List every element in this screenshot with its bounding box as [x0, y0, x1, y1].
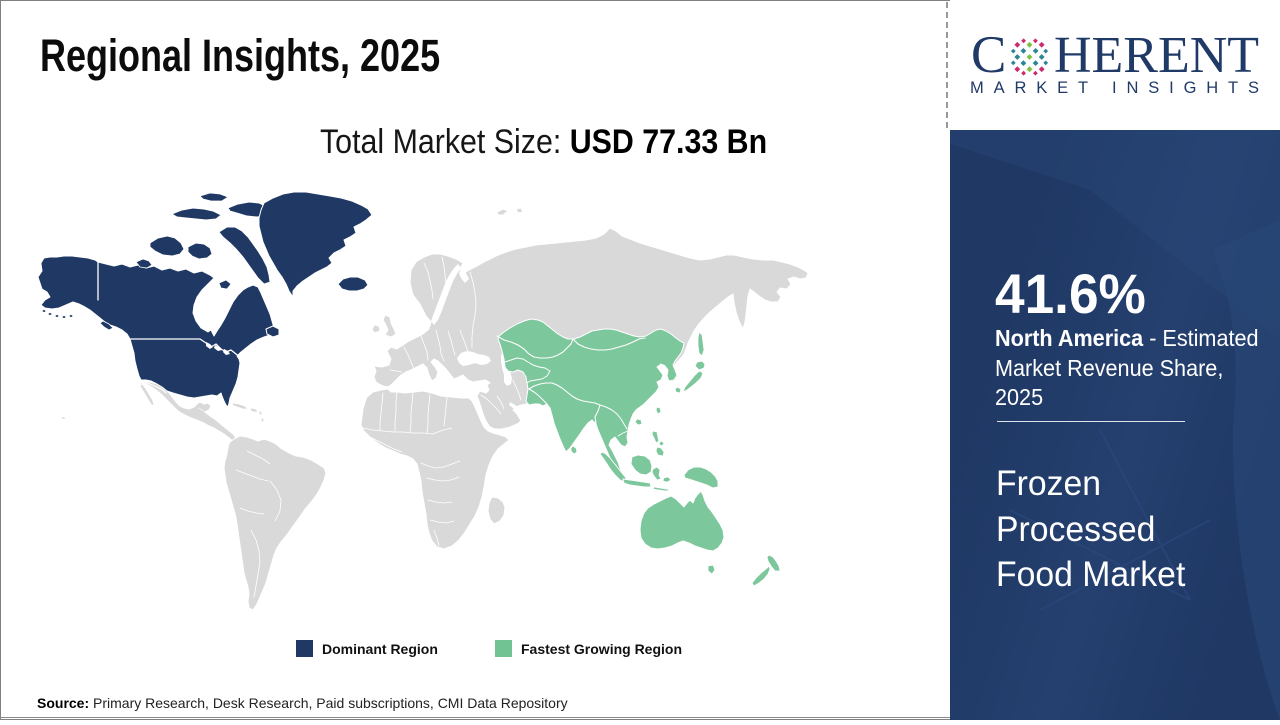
svg-text:MARKET INSIGHTS: MARKET INSIGHTS	[970, 79, 1259, 97]
svg-text:C: C	[971, 26, 1006, 84]
svg-text:HERENT: HERENT	[1054, 27, 1259, 84]
